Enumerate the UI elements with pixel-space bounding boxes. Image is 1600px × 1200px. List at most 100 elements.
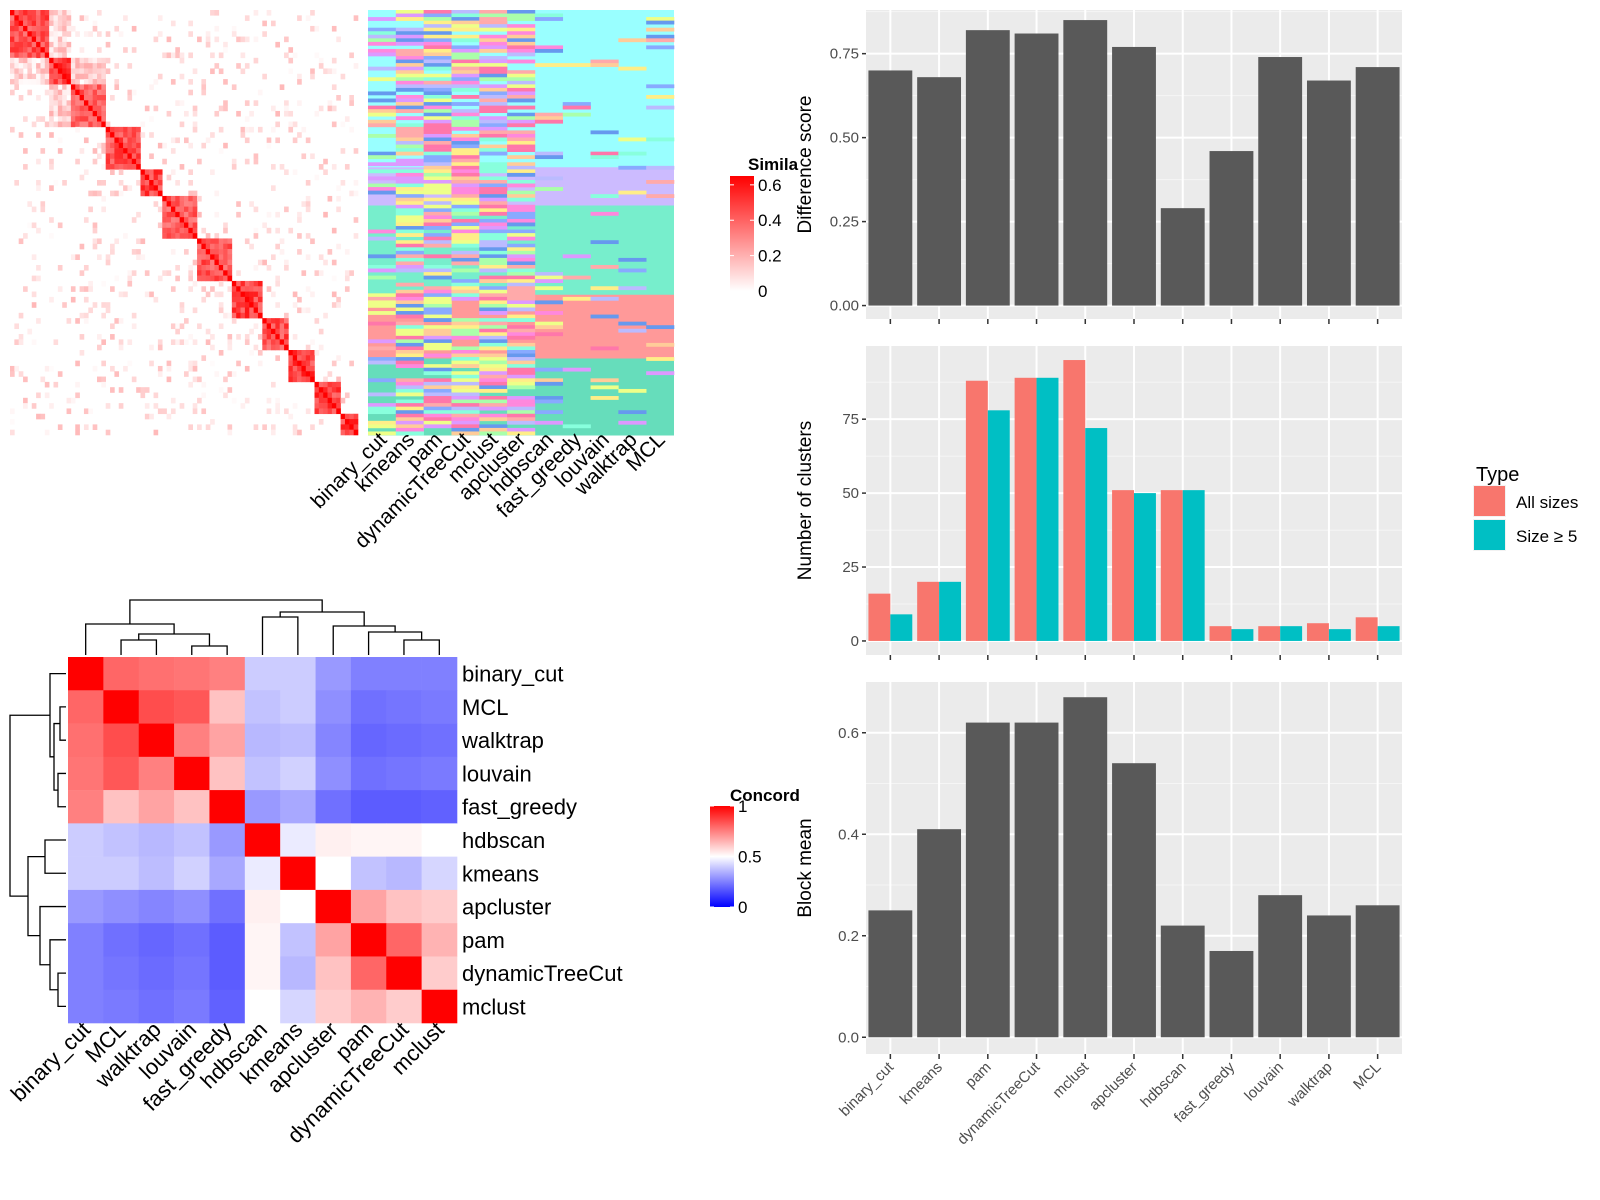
membership-cell (646, 38, 675, 43)
similarity-cell (214, 275, 220, 282)
similarity-cell (201, 408, 207, 415)
similarity-cell (149, 185, 154, 191)
similarity-cell (210, 344, 215, 351)
similarity-cell (31, 47, 37, 53)
bar-size-ge-5 (1182, 490, 1205, 641)
legend-label: All sizes (1516, 493, 1578, 512)
membership-cell (395, 194, 424, 199)
similarity-cell (83, 217, 89, 223)
similarity-cell (83, 79, 89, 85)
similarity-cell (192, 110, 198, 117)
membership-cell (395, 130, 424, 135)
similarity-cell (83, 121, 89, 128)
membership-cell (618, 165, 647, 170)
membership-cell (423, 87, 452, 92)
concordance-column-label: binary_cut (6, 1017, 95, 1106)
similarity-cell (53, 25, 59, 32)
membership-cell (451, 321, 480, 326)
similarity-cell (231, 296, 237, 303)
similarity-cell (314, 174, 320, 181)
similarity-cell (292, 302, 298, 308)
similarity-cell (70, 296, 76, 303)
membership-cell (479, 332, 508, 337)
similarity-cell (227, 312, 233, 319)
y-tick-label: 75 (842, 411, 859, 428)
similarity-cell (62, 52, 67, 59)
similarity-cell (288, 47, 294, 53)
similarity-cell (170, 323, 176, 330)
y-tick-label: 50 (842, 485, 859, 502)
similarity-cell (223, 254, 228, 260)
similarity-cell (62, 105, 67, 112)
similarity-cell (257, 89, 263, 96)
similarity-cell (101, 339, 106, 345)
similarity-cell (57, 63, 63, 69)
similarity-cell (205, 31, 211, 37)
similarity-cell (175, 137, 180, 144)
similarity-cell (127, 275, 133, 282)
membership-cell (451, 392, 480, 397)
membership-cell (507, 247, 536, 252)
membership-cell (479, 56, 508, 60)
similarity-cell (92, 158, 98, 165)
membership-cell (423, 155, 452, 160)
membership-cell (451, 126, 480, 131)
similarity-cell (97, 110, 102, 117)
similarity-cell (88, 63, 93, 69)
similarity-cell (318, 381, 324, 388)
similarity-cell (14, 68, 19, 75)
similarity-cell (62, 36, 67, 43)
similarity-cell (179, 307, 185, 314)
similarity-cell (36, 68, 41, 75)
membership-cell (451, 254, 480, 259)
concordance-cell (350, 889, 387, 924)
membership-cell (395, 13, 424, 18)
similarity-cell (210, 265, 215, 271)
membership-cell (368, 410, 397, 415)
similarity-cell (79, 334, 85, 340)
similarity-cell (323, 211, 328, 218)
membership-cell (479, 367, 508, 372)
concordance-cell (244, 690, 281, 724)
similarity-cell (266, 339, 272, 345)
bar-size-ge-5 (1280, 626, 1303, 641)
membership-cell (423, 353, 452, 358)
row-dendrogram-branch (53, 722, 60, 791)
membership-cell (395, 417, 424, 422)
similarity-cell (62, 63, 67, 69)
similarity-cell (66, 318, 72, 324)
concordance-cell (103, 723, 140, 758)
similarity-cell (231, 371, 237, 377)
similarity-cell (166, 174, 172, 181)
similarity-cell (127, 360, 133, 367)
membership-cell (395, 342, 424, 347)
concordance-cell (174, 989, 210, 1024)
similarity-cell (14, 20, 19, 27)
membership-cell (451, 102, 480, 106)
similarity-cell (214, 265, 220, 271)
membership-cell (507, 155, 536, 160)
membership-cell (507, 332, 536, 337)
similarity-cell (136, 153, 141, 160)
similarity-cell (223, 265, 228, 271)
concordance-cell (421, 756, 458, 791)
similarity-cell (236, 360, 241, 367)
similarity-cell (40, 10, 46, 16)
concordance-cell (103, 923, 140, 957)
row-dendrogram-branch (59, 706, 66, 741)
similarity-cell (197, 376, 202, 383)
similarity-cell (62, 116, 67, 122)
similarity-cell (14, 10, 19, 16)
membership-cell (368, 300, 397, 305)
similarity-cell (301, 201, 307, 207)
similarity-cell (92, 190, 98, 197)
membership-cell (451, 332, 480, 337)
similarity-cell (14, 25, 19, 32)
similarity-cell (36, 79, 41, 85)
similarity-cell (36, 392, 41, 399)
similarity-cell (92, 243, 98, 250)
similarity-cell (331, 105, 337, 112)
similarity-cell (292, 350, 298, 356)
similarity-cell (18, 312, 24, 319)
similarity-cell (349, 95, 354, 101)
